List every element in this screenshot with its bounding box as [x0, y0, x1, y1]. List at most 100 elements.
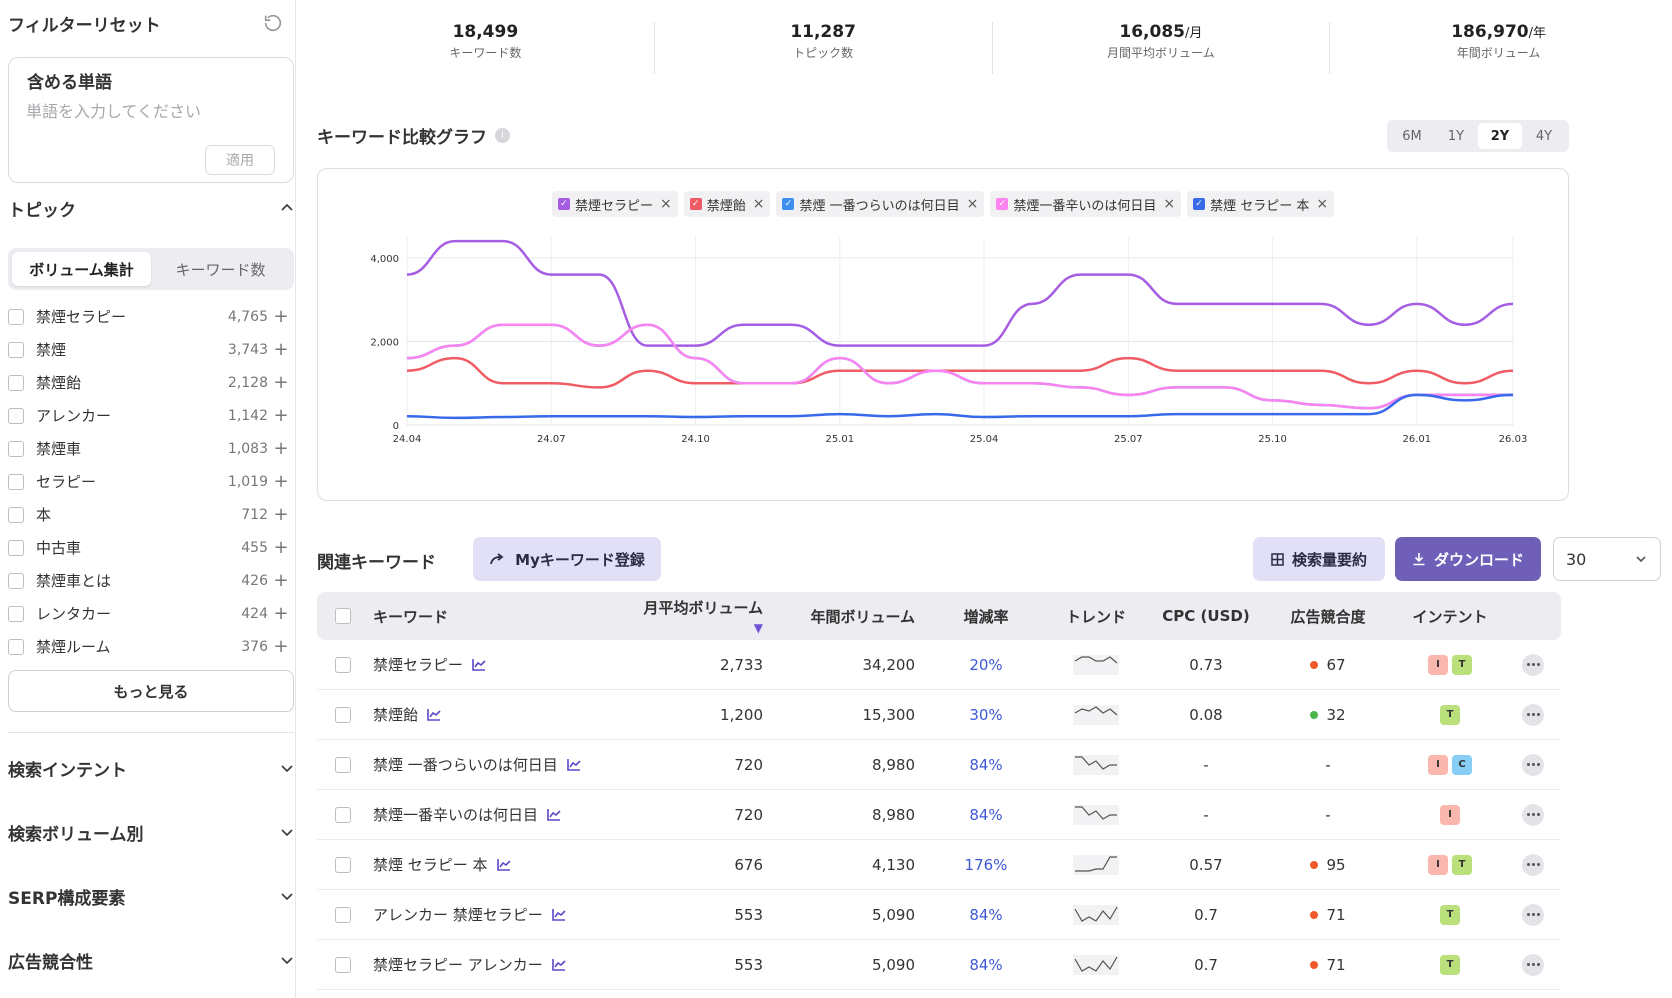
checkbox-checked-icon[interactable]: ✓ [689, 198, 702, 210]
section-serp-elements[interactable]: SERP構成要素 [8, 882, 294, 910]
include-words-input[interactable] [26, 102, 266, 121]
col-keyword[interactable]: キーワード [373, 607, 449, 626]
keyword-text[interactable]: 禁煙一番辛いのは何日目 [373, 806, 539, 824]
more-options-icon[interactable] [1522, 853, 1544, 876]
row-checkbox[interactable] [335, 756, 351, 773]
more-options-icon[interactable] [1522, 803, 1544, 826]
keyword-text[interactable]: 禁煙 セラピー 本 [373, 856, 488, 874]
trend-chart-icon[interactable] [546, 808, 562, 822]
row-checkbox[interactable] [335, 806, 351, 823]
table-row[interactable]: 禁煙一番辛いのは何日目 720 8,980 84% - - I [317, 790, 1561, 840]
range-4y[interactable]: 4Y [1535, 128, 1553, 144]
trend-chart-icon[interactable] [551, 958, 567, 972]
add-topic-icon[interactable]: + [273, 504, 289, 525]
show-more-button[interactable]: もっと見る [8, 670, 294, 712]
topic-checkbox[interactable] [8, 440, 24, 457]
topic-checkbox[interactable] [8, 605, 24, 622]
row-checkbox[interactable] [335, 906, 351, 923]
series-chip[interactable]: ✓ 禁煙一番辛いのは何日目 × [990, 191, 1182, 217]
seg-keyword-count[interactable]: キーワード数 [175, 260, 266, 279]
trend-chart-icon[interactable] [426, 708, 442, 722]
page-size-select[interactable]: 30 [1553, 537, 1661, 581]
add-topic-icon[interactable]: + [273, 636, 289, 657]
add-topic-icon[interactable]: + [273, 306, 289, 327]
more-options-icon[interactable] [1522, 653, 1544, 676]
series-chip[interactable]: ✓ 禁煙 セラピー 本 × [1187, 191, 1335, 217]
keyword-text[interactable]: 禁煙飴 [373, 706, 419, 724]
topic-checkbox[interactable] [8, 407, 24, 424]
row-checkbox[interactable] [335, 706, 351, 723]
topic-checkbox[interactable] [8, 506, 24, 523]
row-checkbox[interactable] [335, 856, 351, 873]
keyword-text[interactable]: 禁煙セラピー [373, 656, 464, 674]
col-yearly[interactable]: 年間ボリューム [810, 607, 915, 626]
trend-chart-icon[interactable] [566, 758, 582, 772]
topic-section-header[interactable]: トピック [8, 194, 294, 222]
topic-checkbox[interactable] [8, 374, 24, 391]
apply-button[interactable]: 適用 [205, 145, 275, 175]
register-my-keyword-button[interactable]: Myキーワード登録 [473, 537, 661, 581]
add-topic-icon[interactable]: + [273, 405, 289, 426]
trend-chart-icon[interactable] [471, 658, 487, 672]
series-line-4 [406, 393, 1514, 420]
more-options-icon[interactable] [1522, 903, 1544, 926]
keyword-text[interactable]: 禁煙セラピー アレンカー [373, 956, 543, 974]
info-icon[interactable]: i [495, 128, 510, 143]
add-topic-icon[interactable]: + [273, 438, 289, 459]
remove-series-icon[interactable]: × [966, 196, 979, 212]
topic-checkbox[interactable] [8, 539, 24, 556]
add-topic-icon[interactable]: + [273, 603, 289, 624]
keyword-text[interactable]: 禁煙 一番つらいのは何日目 [373, 756, 558, 774]
topic-checkbox[interactable] [8, 473, 24, 490]
series-chip[interactable]: ✓ 禁煙飴 × [683, 191, 771, 217]
more-options-icon[interactable] [1522, 753, 1544, 776]
add-topic-icon[interactable]: + [273, 471, 289, 492]
checkbox-checked-icon[interactable]: ✓ [782, 198, 795, 210]
trend-chart-icon[interactable] [551, 908, 567, 922]
range-2y[interactable]: 2Y [1478, 123, 1522, 149]
checkbox-checked-icon[interactable]: ✓ [1193, 198, 1206, 210]
select-all-checkbox[interactable] [335, 608, 351, 624]
section-search-intent[interactable]: 検索インテント [8, 754, 294, 782]
col-monthly-avg[interactable]: 月平均ボリューム ▼ [631, 597, 781, 636]
row-checkbox[interactable] [335, 656, 351, 673]
seg-volume[interactable]: ボリューム集計 [12, 252, 151, 286]
table-row[interactable]: 禁煙セラピー 2,733 34,200 20% 0.73 67 I T [317, 640, 1561, 690]
series-chip[interactable]: ✓ 禁煙セラピー × [551, 191, 678, 217]
table-row[interactable]: 禁煙セラピー アレンカー 553 5,090 84% 0.7 71 T [317, 940, 1561, 990]
topic-checkbox[interactable] [8, 308, 24, 325]
add-topic-icon[interactable]: + [273, 537, 289, 558]
topic-checkbox[interactable] [8, 572, 24, 589]
range-1y[interactable]: 1Y [1447, 128, 1465, 144]
download-button[interactable]: ダウンロード [1395, 537, 1541, 581]
row-checkbox[interactable] [335, 956, 351, 973]
topic-checkbox[interactable] [8, 638, 24, 655]
table-row[interactable]: 禁煙 一番つらいのは何日目 720 8,980 84% - - I C [317, 740, 1561, 790]
keyword-text[interactable]: アレンカー 禁煙セラピー [373, 906, 543, 924]
add-topic-icon[interactable]: + [273, 339, 289, 360]
checkbox-checked-icon[interactable]: ✓ [557, 198, 570, 210]
trend-chart-icon[interactable] [496, 858, 512, 872]
volume-summary-button[interactable]: 検索量要約 [1253, 537, 1385, 581]
more-options-icon[interactable] [1522, 703, 1544, 726]
table-row[interactable]: アレンカー 禁煙セラピー 553 5,090 84% 0.7 71 T [317, 890, 1561, 940]
series-chip[interactable]: ✓ 禁煙 一番つらいのは何日目 × [776, 191, 985, 217]
col-cpc[interactable]: CPC (USD) [1162, 607, 1250, 625]
section-search-volume[interactable]: 検索ボリューム別 [8, 818, 294, 846]
remove-series-icon[interactable]: × [1316, 196, 1329, 212]
remove-series-icon[interactable]: × [1163, 196, 1176, 212]
table-row[interactable]: 禁煙飴 1,200 15,300 30% 0.08 32 T [317, 690, 1561, 740]
range-6m[interactable]: 6M [1402, 128, 1422, 144]
table-row[interactable]: 禁煙 セラピー 本 676 4,130 176% 0.57 95 I T [317, 840, 1561, 890]
checkbox-checked-icon[interactable]: ✓ [996, 198, 1009, 210]
reset-icon[interactable] [262, 12, 284, 34]
section-ad-competition[interactable]: 広告競合性 [8, 946, 294, 974]
add-topic-icon[interactable]: + [273, 372, 289, 393]
col-growth[interactable]: 増減率 [963, 607, 1009, 626]
more-options-icon[interactable] [1522, 953, 1544, 976]
remove-series-icon[interactable]: × [659, 196, 672, 212]
remove-series-icon[interactable]: × [752, 196, 765, 212]
col-ad-competition[interactable]: 広告競合度 [1290, 607, 1366, 626]
add-topic-icon[interactable]: + [273, 570, 289, 591]
topic-checkbox[interactable] [8, 341, 24, 358]
